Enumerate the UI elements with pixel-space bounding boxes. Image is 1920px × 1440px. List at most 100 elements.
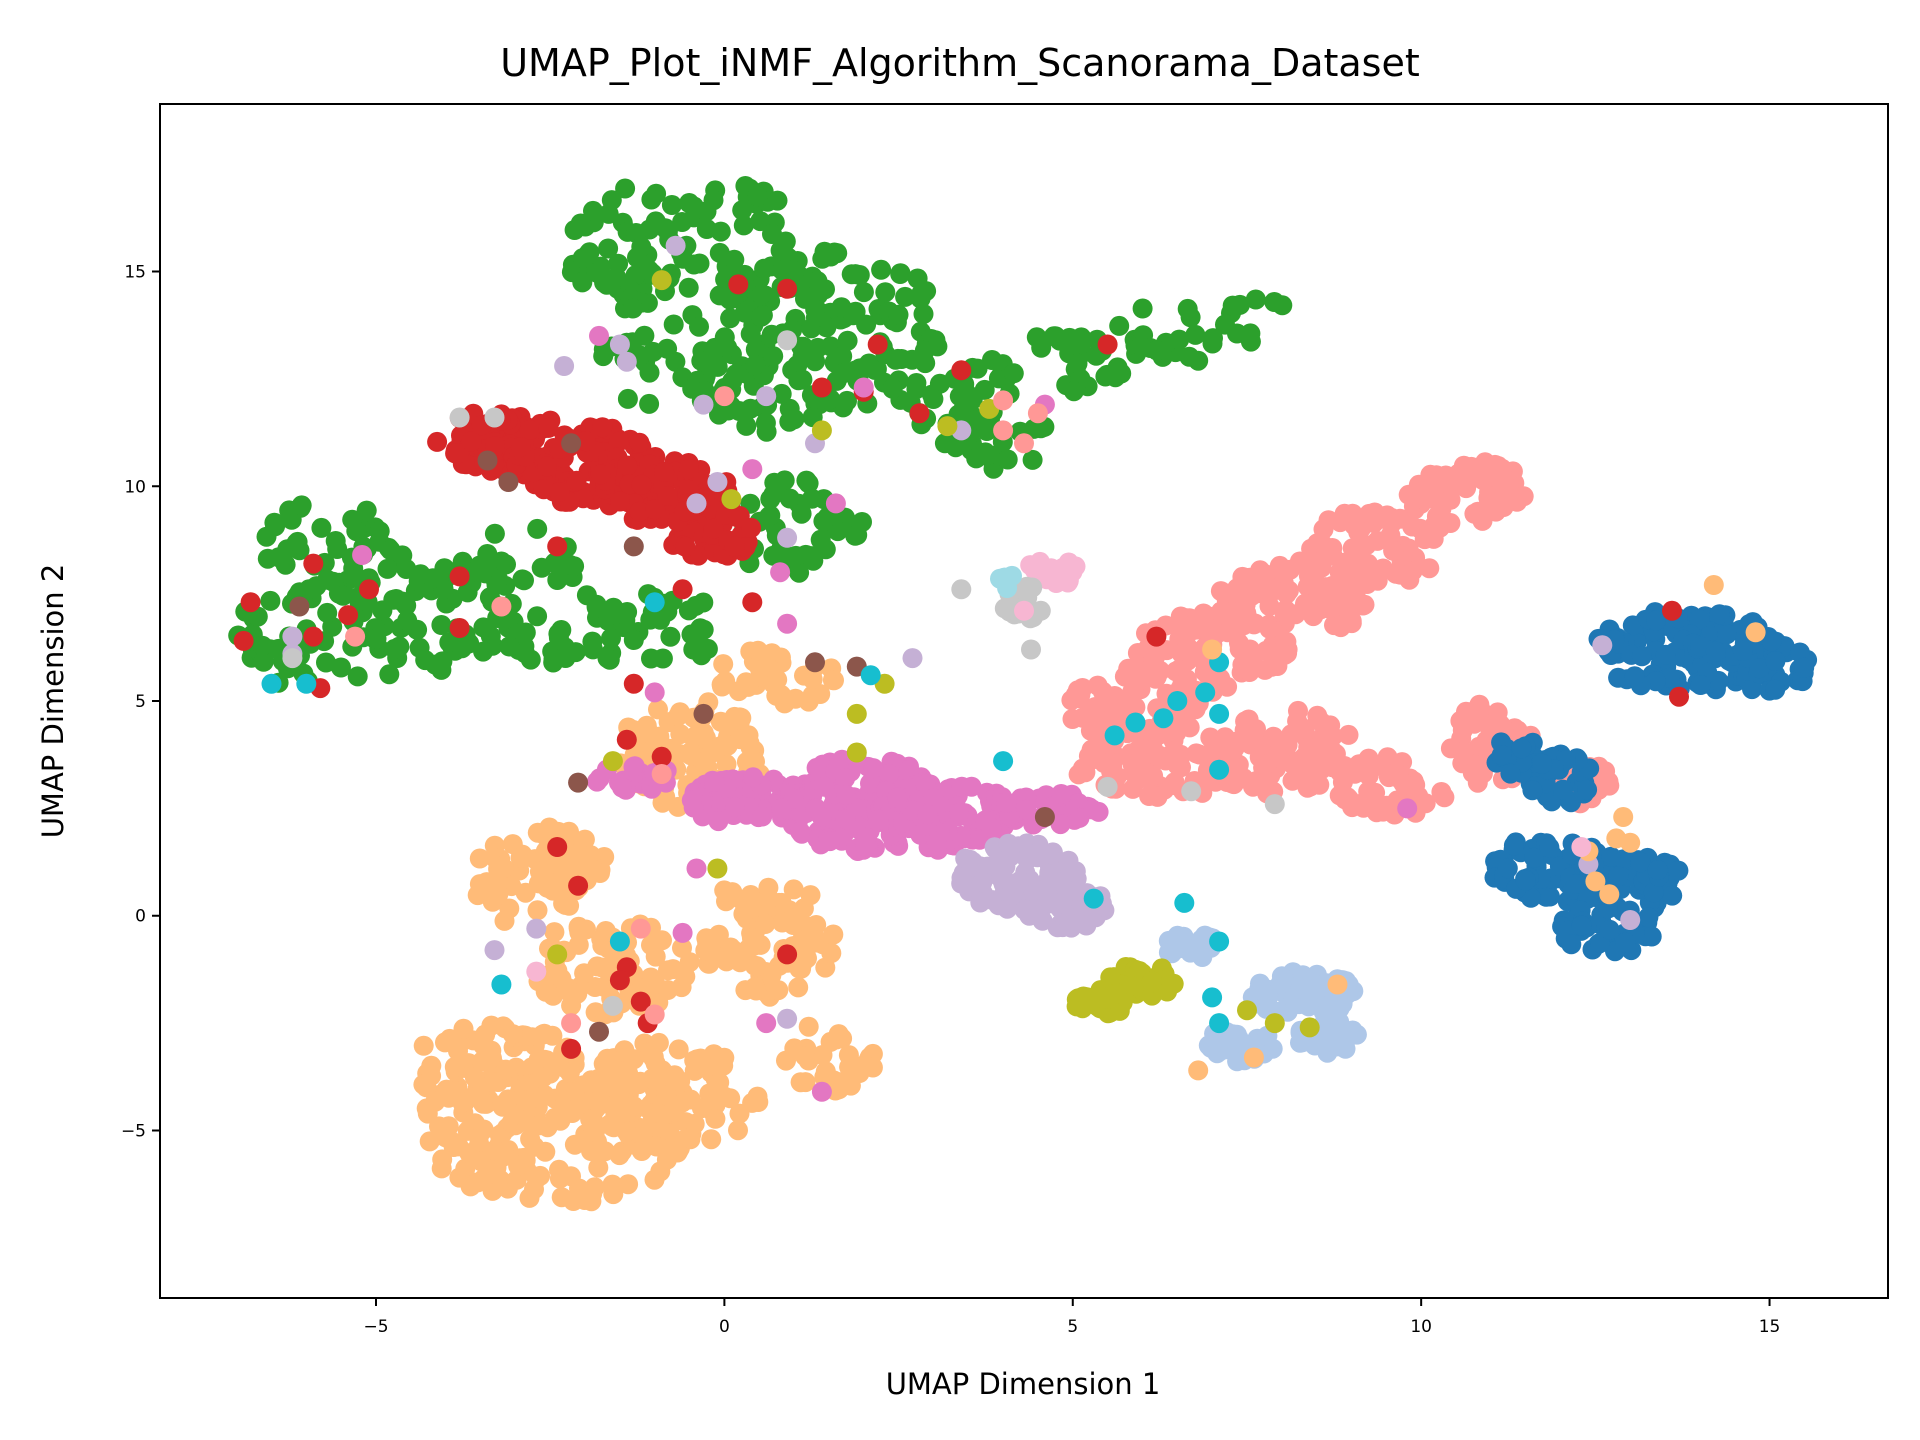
y-tick-label: 10 xyxy=(124,477,146,497)
scatter-point xyxy=(444,1057,465,1077)
scatter-point xyxy=(680,742,701,763)
scatter-point xyxy=(528,1052,549,1073)
scatter-point xyxy=(469,874,490,895)
scatter-point xyxy=(761,965,782,986)
scatter-point xyxy=(679,1128,700,1149)
scatter-point xyxy=(790,821,811,842)
scatter-point xyxy=(575,431,596,452)
scatter-point xyxy=(664,1101,685,1122)
scatter-point xyxy=(736,751,757,772)
scatter-point xyxy=(701,1129,722,1150)
scatter-point-outlier xyxy=(1264,1013,1285,1034)
scatter-point xyxy=(483,1072,503,1092)
scatter-point xyxy=(531,557,552,578)
scatter-point-outlier xyxy=(1188,1060,1209,1081)
scatter-point xyxy=(802,685,823,706)
scatter-point xyxy=(1789,642,1810,663)
scatter-point xyxy=(527,606,548,627)
scatter-point xyxy=(494,910,515,931)
scatter-point xyxy=(726,364,746,385)
scatter-point xyxy=(514,643,535,664)
scatter-point xyxy=(785,545,806,566)
scatter-point xyxy=(581,1141,601,1161)
scatter-point xyxy=(1333,557,1354,578)
scatter-point xyxy=(605,604,626,625)
scatter-point xyxy=(800,885,821,906)
scatter-point xyxy=(452,638,473,659)
scatter-point xyxy=(529,1115,550,1136)
scatter-point xyxy=(492,1094,513,1115)
scatter-point xyxy=(1500,763,1521,784)
scatter-point xyxy=(545,1107,565,1128)
scatter-point-outlier xyxy=(909,403,930,424)
scatter-point-outlier xyxy=(825,493,846,514)
scatter-point-outlier xyxy=(1125,712,1146,733)
scatter-point xyxy=(1577,779,1598,800)
scatter-point-outlier xyxy=(846,703,867,724)
scatter-point xyxy=(623,1096,644,1117)
scatter-point xyxy=(1042,842,1063,863)
scatter-point-outlier xyxy=(609,970,630,991)
scatter-point xyxy=(1015,899,1036,920)
scatter-point xyxy=(729,729,750,750)
scatter-point xyxy=(1000,836,1021,857)
scatter-point xyxy=(356,500,377,521)
scatter-point xyxy=(447,1076,468,1097)
scatter-point xyxy=(583,639,603,660)
scatter-point-outlier xyxy=(777,527,798,548)
scatter-point-outlier xyxy=(561,1038,582,1059)
scatter-point xyxy=(1705,641,1726,662)
scatter-point xyxy=(641,189,662,210)
y-tick-label: 5 xyxy=(135,692,146,712)
scatter-point xyxy=(535,1141,556,1162)
scatter-point-outlier xyxy=(1209,931,1230,952)
scatter-point xyxy=(1456,478,1477,499)
scatter-point xyxy=(586,597,607,618)
scatter-point xyxy=(1056,560,1077,580)
scatter-point xyxy=(569,1094,590,1115)
scatter-point-outlier xyxy=(811,420,832,441)
scatter-point xyxy=(542,1025,563,1046)
scatter-point xyxy=(1235,711,1256,732)
scatter-point xyxy=(675,536,696,557)
scatter-point xyxy=(533,479,554,500)
scatter-point xyxy=(656,1085,677,1106)
scatter-point xyxy=(590,863,610,883)
scatter-point xyxy=(586,262,607,283)
scatter-point xyxy=(1376,795,1397,816)
scatter-point-outlier xyxy=(651,764,672,784)
scatter-point xyxy=(583,200,603,221)
scatter-point-outlier xyxy=(338,605,359,626)
scatter-point-outlier xyxy=(811,1081,832,1102)
scatter-point xyxy=(1631,646,1652,667)
scatter-point xyxy=(590,464,611,485)
y-tick-label: −5 xyxy=(121,1121,146,1141)
scatter-point-outlier xyxy=(1669,686,1689,707)
scatter-point xyxy=(609,1145,630,1166)
scatter-point xyxy=(1261,656,1282,677)
scatter-point-outlier xyxy=(1202,639,1223,660)
scatter-point xyxy=(422,568,443,589)
scatter-point xyxy=(1129,738,1150,759)
scatter-point-outlier xyxy=(728,274,749,295)
scatter-point xyxy=(1147,786,1168,807)
scatter-point-outlier xyxy=(721,489,742,510)
scatter-point xyxy=(1298,996,1319,1017)
scatter-point xyxy=(1177,298,1198,319)
scatter-point xyxy=(711,674,732,695)
scatter-point xyxy=(488,856,509,876)
scatter-point xyxy=(510,437,531,458)
scatter-point xyxy=(1164,741,1184,762)
scatter-point xyxy=(617,388,638,409)
scatter-point xyxy=(643,341,664,362)
scatter-point xyxy=(794,1046,815,1067)
scatter-point xyxy=(468,1172,489,1193)
scatter-point xyxy=(534,1085,555,1105)
scatter-point xyxy=(1690,675,1711,695)
scatter-point xyxy=(1278,580,1299,601)
x-tick-label: 15 xyxy=(1759,1317,1781,1337)
scatter-point xyxy=(419,1131,440,1152)
scatter-point xyxy=(557,1081,578,1102)
scatter-point xyxy=(543,652,564,673)
scatter-point xyxy=(798,927,819,948)
